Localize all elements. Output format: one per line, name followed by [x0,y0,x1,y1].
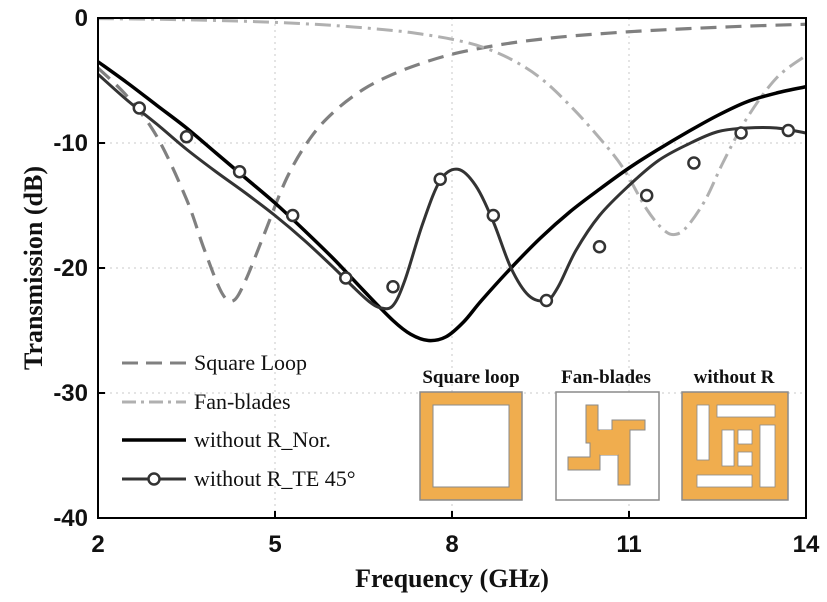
marker-without-r-te45 [232,165,247,179]
series-without-r-te45 [97,73,807,311]
series-without-r-nor [96,60,807,343]
inset-title-fan-blades: Fan-blades [561,367,651,388]
x-axis-title: Frequency (GHz) [355,564,549,593]
marker-without-r-te45 [592,240,607,254]
marker-without-r-te45 [285,208,300,223]
legend-marker-without-r-te45 [147,472,161,486]
legend-label-square-loop: Square Loop [194,350,307,375]
x-tick-label: 2 [91,531,104,558]
x-tick-label: 11 [616,531,641,558]
marker-without-r-te45 [734,126,748,140]
y-tick-label: -20 [53,255,88,282]
marker-without-r-te45 [386,280,400,294]
legend: Square Loop Fan-blades without R_Nor. wi… [122,350,356,491]
marker-without-r-te45 [539,293,554,308]
square-loop-icon [419,391,523,501]
fan-blades-icon [555,391,660,501]
legend-label-without-r-nor: without R_Nor. [194,427,331,452]
marker-without-r-te45 [339,271,353,285]
marker-without-r-te45 [179,130,194,144]
series-square-loop [96,22,807,304]
x-tick-label: 14 [793,531,820,558]
series-fan-blades [97,17,807,237]
y-tick-label: 0 [75,5,88,32]
inset-title-square-loop: Square loop [422,367,519,388]
y-tick-label: -40 [53,505,88,532]
series-layer [96,17,807,343]
axis-ticks: 2 5 8 11 14 0 -10 -20 -30 -40 [53,5,820,558]
unit-cell-insets: Square loop Fan-blades without R [419,367,789,501]
marker-layer [132,101,796,308]
inset-title-without-r: without R [694,367,775,388]
x-tick-label: 5 [268,531,281,558]
marker-without-r-te45 [639,188,654,203]
marker-without-r-te45 [781,123,796,138]
y-tick-label: -10 [53,130,88,157]
x-tick-label: 8 [445,531,458,558]
legend-label-without-r-te45: without R_TE 45° [194,466,356,491]
marker-without-r-te45 [132,101,147,115]
y-axis-title: Transmission (dB) [19,166,48,370]
legend-label-fan-blades: Fan-blades [194,389,291,414]
marker-without-r-te45 [687,156,701,170]
y-tick-label: -30 [53,380,88,407]
marker-without-r-te45 [433,172,447,186]
marker-without-r-te45 [486,208,501,223]
without-r-icon [681,391,789,501]
